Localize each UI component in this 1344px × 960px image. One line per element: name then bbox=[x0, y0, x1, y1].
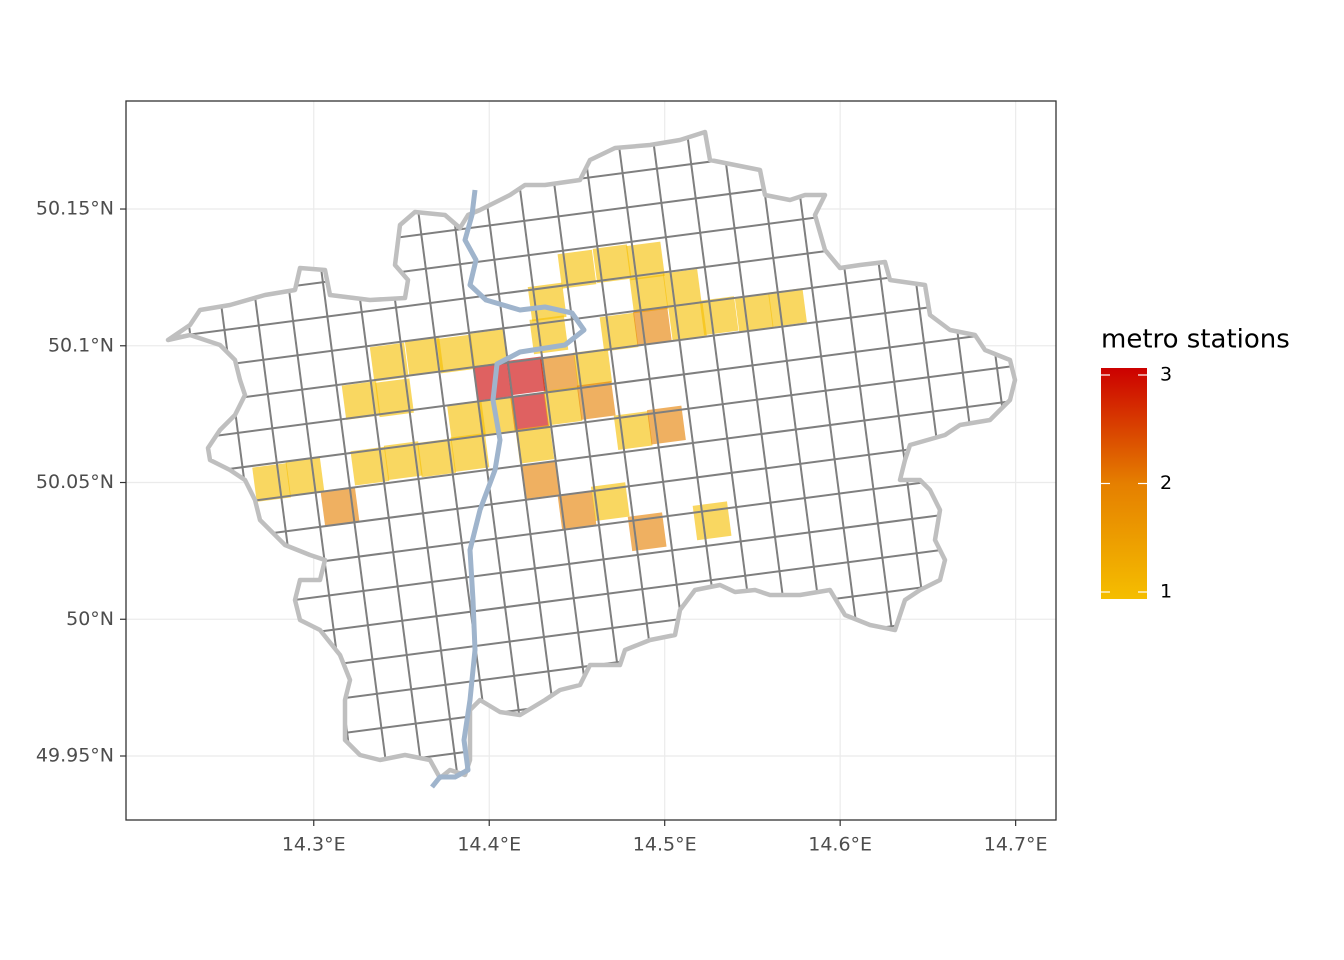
grid-cell bbox=[510, 392, 549, 431]
grid-cell bbox=[768, 288, 807, 327]
grid-cell bbox=[450, 433, 490, 472]
y-tick-label: 50.1°N bbox=[48, 334, 114, 356]
city-area bbox=[168, 132, 1015, 778]
y-tick-label: 49.95°N bbox=[36, 745, 114, 767]
river bbox=[430, 189, 587, 789]
legend-title: metro stations bbox=[1101, 325, 1290, 355]
y-tick-label: 50.05°N bbox=[36, 471, 114, 493]
grid-cell bbox=[557, 490, 597, 530]
grid-cell bbox=[692, 501, 732, 541]
city-boundary bbox=[165, 129, 1018, 781]
x-tick-label: 14.5°E bbox=[633, 834, 697, 856]
grid-cell bbox=[285, 457, 325, 497]
grid-cell bbox=[417, 438, 456, 478]
legend-label: 1 bbox=[1160, 581, 1172, 603]
grid-cell bbox=[734, 293, 774, 333]
grid-cell bbox=[383, 441, 423, 481]
panel-border bbox=[125, 100, 1057, 821]
grid-cell bbox=[633, 307, 672, 347]
grid-cell bbox=[590, 482, 630, 522]
grid-cell bbox=[515, 424, 555, 464]
y-tick-label: 50.15°N bbox=[36, 198, 114, 220]
grid-cell bbox=[320, 487, 360, 527]
grid-cell bbox=[447, 400, 486, 440]
x-tick-label: 14.3°E bbox=[282, 834, 346, 856]
x-tick-label: 14.6°E bbox=[808, 834, 872, 856]
grid-cell bbox=[350, 446, 390, 486]
grid-cell bbox=[662, 268, 702, 308]
x-tick-label: 14.7°E bbox=[984, 834, 1048, 856]
grid-cell bbox=[592, 244, 632, 284]
x-tick-label: 14.4°E bbox=[457, 834, 521, 856]
grid-cell bbox=[540, 353, 579, 393]
legend-label: 2 bbox=[1160, 472, 1172, 494]
grid-cell bbox=[520, 460, 560, 500]
y-tick-label: 50°N bbox=[66, 608, 114, 630]
grid-cell bbox=[506, 356, 546, 396]
grid-cell bbox=[369, 342, 409, 382]
grid-cell bbox=[375, 378, 414, 418]
grid-cell bbox=[436, 334, 476, 374]
grid-cell bbox=[573, 348, 613, 388]
grid-cell bbox=[576, 381, 616, 420]
grid-cell bbox=[404, 337, 444, 377]
grid-cell bbox=[469, 329, 509, 368]
grid-cell bbox=[341, 381, 381, 420]
grid-cell bbox=[543, 386, 583, 426]
legend-label: 3 bbox=[1160, 364, 1172, 386]
grid-cell bbox=[627, 512, 667, 552]
